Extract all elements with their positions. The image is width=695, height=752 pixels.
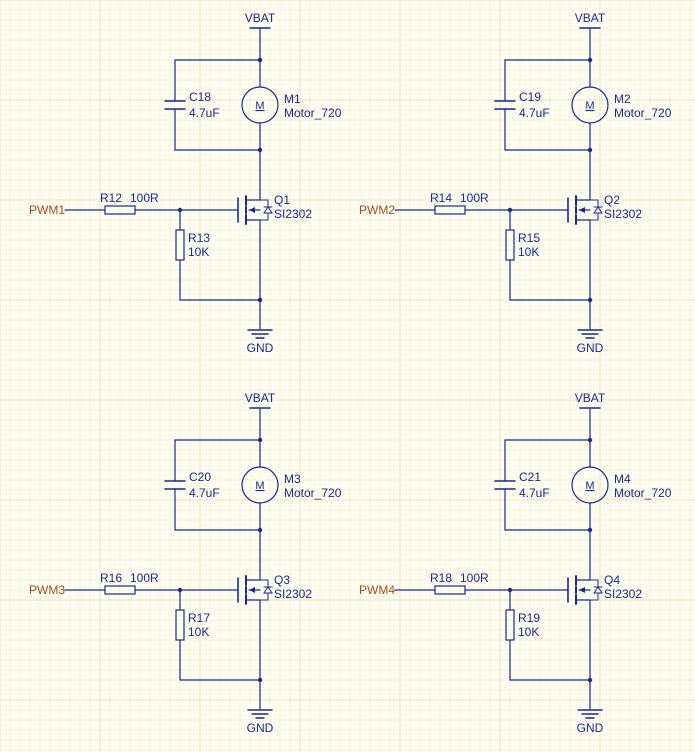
cap-val: 4.7uF (189, 486, 220, 500)
net-label: PWM2 (359, 203, 395, 217)
cap-val: 4.7uF (519, 486, 550, 500)
resistor-val: 10K (188, 625, 209, 639)
motor-val: Motor_720 (284, 486, 342, 500)
resistor-val: 100R (130, 191, 159, 205)
power-label: VBAT (575, 391, 606, 405)
mosfet-ref: Q1 (274, 193, 290, 207)
resistor-val: 10K (188, 245, 209, 259)
svg-text:M: M (585, 480, 594, 492)
power-label: VBAT (575, 11, 606, 25)
svg-text:M: M (585, 100, 594, 112)
resistor-ref: R13 (188, 231, 210, 245)
power-label: VBAT (245, 391, 276, 405)
gnd-label: GND (247, 721, 274, 735)
cap-ref: C20 (189, 470, 211, 484)
net-label: PWM3 (29, 583, 65, 597)
resistor-val: 10K (518, 245, 539, 259)
motor-ref: M4 (614, 472, 631, 486)
cap-val: 4.7uF (519, 106, 550, 120)
mosfet-ref: Q3 (274, 573, 290, 587)
net-label: PWM1 (29, 203, 65, 217)
mosfet-val: SI2302 (604, 587, 642, 601)
resistor-ref: R14 (430, 191, 452, 205)
resistor-ref: R17 (188, 611, 210, 625)
motor-val: Motor_720 (284, 106, 342, 120)
mosfet-ref: Q4 (604, 573, 620, 587)
gnd-label: GND (577, 341, 604, 355)
net-label: PWM4 (359, 583, 395, 597)
svg-text:M: M (255, 100, 264, 112)
motor-ref: M1 (284, 92, 301, 106)
svg-text:M: M (255, 480, 264, 492)
gnd-label: GND (247, 341, 274, 355)
motor-ref: M3 (284, 472, 301, 486)
motor-ref: M2 (614, 92, 631, 106)
cap-ref: C18 (189, 90, 211, 104)
resistor-val: 100R (130, 571, 159, 585)
mosfet-val: SI2302 (274, 587, 312, 601)
mosfet-ref: Q2 (604, 193, 620, 207)
motor-val: Motor_720 (614, 486, 672, 500)
cap-ref: C21 (519, 470, 541, 484)
resistor-ref: R19 (518, 611, 540, 625)
resistor-ref: R15 (518, 231, 540, 245)
resistor-ref: R16 (100, 571, 122, 585)
mosfet-val: SI2302 (604, 207, 642, 221)
resistor-ref: R12 (100, 191, 122, 205)
cap-val: 4.7uF (189, 106, 220, 120)
resistor-val: 100R (460, 571, 489, 585)
gnd-label: GND (577, 721, 604, 735)
power-label: VBAT (245, 11, 276, 25)
schematic-canvas: VBATMM1Motor_720C184.7uFQ1SI2302PWM1R121… (0, 0, 695, 752)
mosfet-val: SI2302 (274, 207, 312, 221)
cap-ref: C19 (519, 90, 541, 104)
resistor-val: 100R (460, 191, 489, 205)
resistor-ref: R18 (430, 571, 452, 585)
motor-val: Motor_720 (614, 106, 672, 120)
resistor-val: 10K (518, 625, 539, 639)
